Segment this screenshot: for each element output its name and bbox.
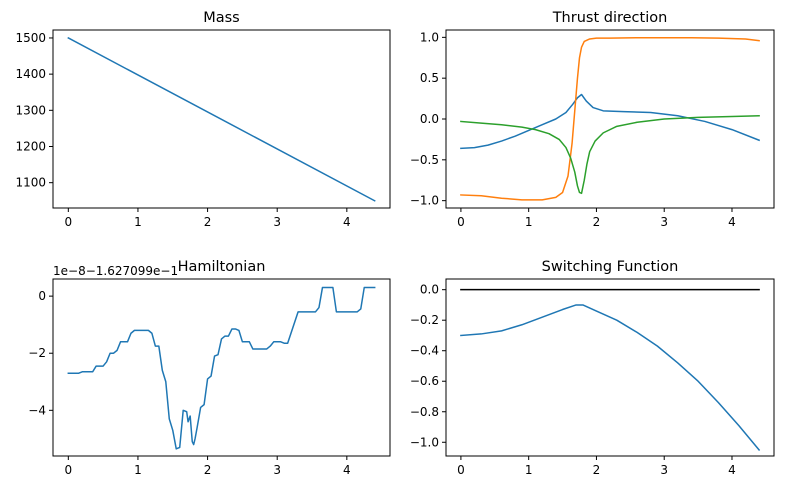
thrust-series-1 xyxy=(460,37,760,201)
mass-title: Mass xyxy=(203,10,240,26)
mass-series-0 xyxy=(67,36,376,202)
switching-ytick-label: −0.8 xyxy=(410,405,439,419)
switching-axes-frame xyxy=(445,278,775,457)
hamiltonian-xtick-label: 1 xyxy=(134,463,142,477)
thrust-ytick-label: 1.0 xyxy=(420,30,439,44)
switching-ytick-label: −0.4 xyxy=(410,344,439,358)
mass-ytick-label: 1100 xyxy=(15,176,46,190)
thrust-series-2 xyxy=(460,114,760,195)
thrust-xtick-label: 4 xyxy=(728,215,736,229)
mass-ytick-label: 1500 xyxy=(15,31,46,45)
switching-ytick-label: 0.0 xyxy=(420,283,439,297)
thrust-axes-frame xyxy=(445,29,775,209)
mass-ytick-label: 1200 xyxy=(15,139,46,153)
mass-xtick-label: 2 xyxy=(204,215,212,229)
thrust-title: Thrust direction xyxy=(552,10,668,26)
switching-xtick-label: 1 xyxy=(525,463,533,477)
mass-axes-frame xyxy=(52,29,391,209)
hamiltonian-xtick-label: 3 xyxy=(273,463,281,477)
thrust-series-0 xyxy=(460,93,761,150)
thrust-xtick-label: 1 xyxy=(525,215,533,229)
thrust-xtick-label: 2 xyxy=(593,215,601,229)
thrust-ytick-label: 0.5 xyxy=(420,71,439,85)
hamiltonian-offset-text: 1e−8−1.627099e−1 xyxy=(53,264,178,278)
switching-ytick-label: −1.0 xyxy=(410,435,439,449)
mass-ytick-label: 1300 xyxy=(15,103,46,117)
mass-ytick-label: 1400 xyxy=(15,67,46,81)
thrust-ytick-label: 0.0 xyxy=(420,112,439,126)
switching-xtick-label: 4 xyxy=(728,463,736,477)
switching-title: Switching Function xyxy=(542,259,679,275)
mass-xtick-label: 1 xyxy=(134,215,142,229)
thrust-xtick-label: 0 xyxy=(457,215,465,229)
hamiltonian-series-0 xyxy=(67,286,376,450)
hamiltonian-ytick-label: −2 xyxy=(28,346,46,360)
switching-xtick-label: 3 xyxy=(660,463,668,477)
mass-xtick-label: 3 xyxy=(273,215,281,229)
switching-xtick-label: 2 xyxy=(593,463,601,477)
hamiltonian-axes-frame xyxy=(52,278,391,457)
thrust-xtick-label: 3 xyxy=(660,215,668,229)
switching-ytick-label: −0.6 xyxy=(410,374,439,388)
switching-chart: 0 1 2 3 4 −1.0 −0.8 −0.6 −0.4 −0.2 0.0 Switching Fu… xyxy=(410,259,775,477)
switching-xtick-label: 0 xyxy=(457,463,465,477)
hamiltonian-title: Hamiltonian xyxy=(178,259,266,275)
hamiltonian-ytick-label: −4 xyxy=(28,403,46,417)
hamiltonian-xtick-label: 0 xyxy=(64,463,72,477)
thrust-ytick-label: −1.0 xyxy=(410,194,439,208)
switching-ytick-label: −0.2 xyxy=(410,313,439,327)
thrust-chart: 0 1 2 3 4 −1.0 −0.5 0.0 0.5 1.0 Thrust direction xyxy=(410,10,775,229)
hamiltonian-xtick-label: 4 xyxy=(343,463,351,477)
thrust-ytick-label: −0.5 xyxy=(410,153,439,167)
mass-chart: 0 1 2 3 4 1100 1200 1300 1400 1500 Mass xyxy=(15,10,391,229)
hamiltonian-ytick-label: 0 xyxy=(38,289,46,303)
mass-xtick-label: 4 xyxy=(343,215,351,229)
switching-series-1 xyxy=(460,304,761,451)
mass-xtick-label: 0 xyxy=(64,215,72,229)
hamiltonian-xtick-label: 2 xyxy=(204,463,212,477)
